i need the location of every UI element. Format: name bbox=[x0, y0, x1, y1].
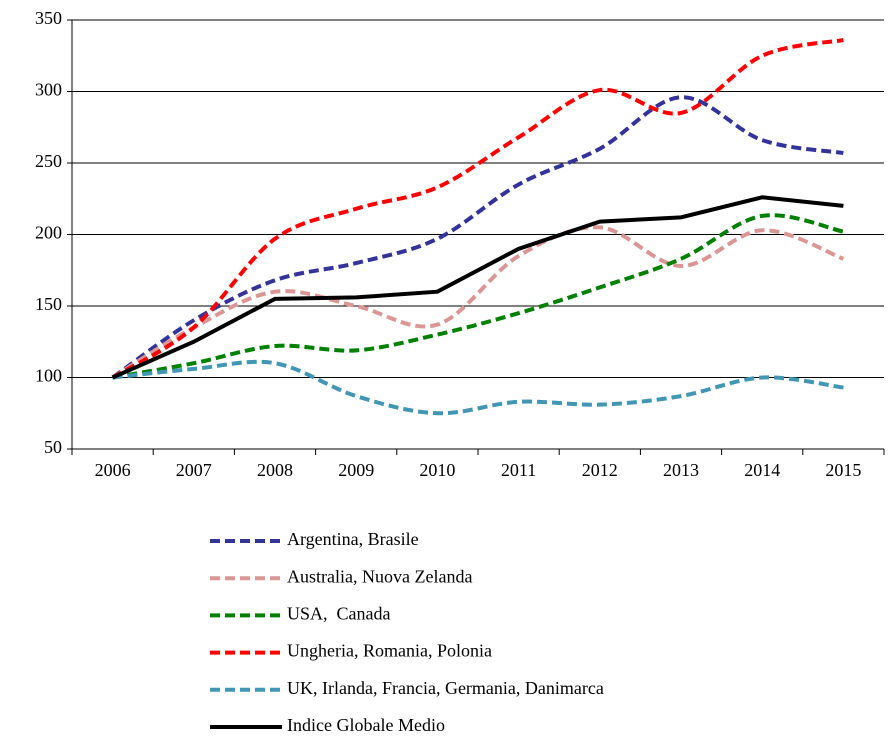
legend-label: Australia, Nuova Zelanda bbox=[287, 566, 472, 586]
x-tick-label: 2010 bbox=[419, 460, 455, 480]
series-line bbox=[111, 225, 845, 380]
series-line bbox=[112, 213, 844, 380]
y-tick-label: 150 bbox=[35, 294, 62, 314]
legend-label: USA, Canada bbox=[287, 604, 390, 624]
x-tick-label: 2008 bbox=[257, 460, 293, 480]
y-tick-label: 50 bbox=[44, 437, 62, 457]
y-tick-label: 250 bbox=[35, 151, 62, 171]
legend-label: Ungheria, Romania, Polonia bbox=[287, 641, 492, 661]
x-tick-label: 2014 bbox=[744, 460, 780, 480]
legend-label: Indice Globale Medio bbox=[287, 715, 445, 735]
series-line bbox=[112, 359, 844, 416]
x-tick-label: 2015 bbox=[825, 460, 861, 480]
y-tick-label: 300 bbox=[35, 80, 62, 100]
legend-label: UK, Irlanda, Francia, Germania, Danimarc… bbox=[287, 678, 604, 698]
x-tick-label: 2011 bbox=[501, 460, 536, 480]
x-tick-label: 2009 bbox=[338, 460, 374, 480]
x-tick-label: 2013 bbox=[663, 460, 699, 480]
y-tick-label: 100 bbox=[35, 366, 62, 386]
series-line bbox=[111, 95, 844, 380]
series-line bbox=[111, 195, 844, 380]
x-tick-label: 2012 bbox=[582, 460, 618, 480]
y-tick-label: 350 bbox=[35, 8, 62, 28]
y-tick-label: 200 bbox=[35, 223, 62, 243]
series-line bbox=[111, 38, 844, 380]
x-tick-label: 2006 bbox=[95, 460, 131, 480]
legend-label: Argentina, Brasile bbox=[287, 529, 419, 549]
x-tick-label: 2007 bbox=[176, 460, 212, 480]
